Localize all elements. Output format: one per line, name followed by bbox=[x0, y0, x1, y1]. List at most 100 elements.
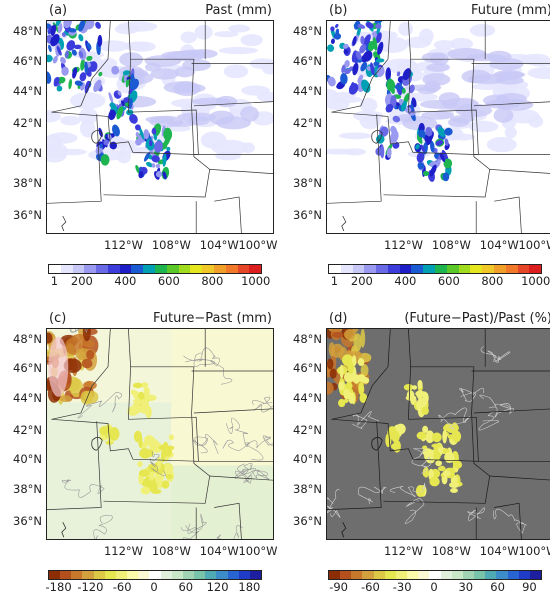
latitude-label: 42°N bbox=[13, 115, 42, 130]
precip-area bbox=[333, 32, 342, 40]
colorbar-label: 400 bbox=[114, 274, 137, 288]
precip-area bbox=[344, 68, 351, 75]
colorbar-swatch bbox=[423, 265, 436, 273]
colorbar-swatch bbox=[458, 265, 471, 273]
precip-area bbox=[366, 65, 372, 71]
state-boundary-line bbox=[494, 196, 522, 233]
precip-area bbox=[53, 76, 60, 87]
colorbar-swatch bbox=[60, 571, 72, 579]
colorbar-swatch bbox=[60, 265, 73, 273]
colorbar-label: 400 bbox=[394, 274, 417, 288]
colorbar-swatch bbox=[205, 571, 217, 579]
colorbar-swatch bbox=[440, 571, 452, 579]
precip-area bbox=[327, 76, 336, 87]
colorbar-label: 1 bbox=[50, 274, 59, 288]
precip-area bbox=[372, 37, 378, 51]
state-boundaries bbox=[47, 21, 273, 233]
precip-area bbox=[163, 81, 200, 94]
precip-area bbox=[420, 144, 426, 153]
colorbar-swatch bbox=[213, 265, 226, 273]
colorbar-swatch bbox=[529, 265, 542, 273]
panel-title: (Future−Past)/Past (%) bbox=[404, 311, 550, 326]
precip-area bbox=[241, 85, 270, 96]
precip-area bbox=[145, 161, 153, 168]
precip-area bbox=[343, 43, 349, 49]
precip-area bbox=[527, 67, 550, 79]
precip-area bbox=[344, 59, 350, 68]
colorbar-label: -90 bbox=[329, 580, 348, 594]
percent-area bbox=[332, 331, 344, 338]
colorbar-swatch bbox=[72, 265, 85, 273]
state-boundary-line bbox=[103, 475, 273, 504]
percent-area bbox=[411, 385, 418, 390]
state-boundary-line bbox=[331, 366, 490, 477]
colorbar-swatch bbox=[329, 571, 341, 579]
precip-area bbox=[385, 103, 394, 113]
state-boundary-line bbox=[473, 408, 550, 414]
colorbar-swatch bbox=[364, 265, 377, 273]
percent-area bbox=[348, 351, 362, 358]
colorbar-swatch bbox=[149, 571, 161, 579]
precip-area bbox=[493, 70, 524, 80]
percent-area bbox=[359, 393, 368, 404]
colorbar-swatch bbox=[529, 571, 541, 579]
precip-area bbox=[200, 131, 227, 149]
state-boundary-line bbox=[51, 366, 210, 477]
great-salt-lake bbox=[371, 436, 383, 451]
percent-area bbox=[417, 379, 423, 389]
state-boundary-line bbox=[51, 58, 210, 170]
difference-area bbox=[109, 427, 120, 441]
contour-line bbox=[222, 439, 264, 461]
contour-line bbox=[480, 345, 511, 363]
state-boundary-line bbox=[47, 421, 102, 510]
longitude-label: 112°W bbox=[103, 544, 144, 558]
colorbar-swatch bbox=[387, 265, 400, 273]
difference-area bbox=[82, 329, 91, 342]
precip-area bbox=[60, 56, 66, 64]
colorbar-swatch bbox=[182, 571, 195, 579]
colorbar-swatch bbox=[518, 571, 530, 579]
precip-area bbox=[375, 32, 382, 44]
precip-area bbox=[152, 127, 157, 135]
longitude-label: 112°W bbox=[103, 238, 144, 252]
precip-area bbox=[84, 80, 90, 94]
percent-area bbox=[338, 398, 346, 408]
precip-area bbox=[461, 69, 491, 84]
difference-area bbox=[138, 469, 150, 477]
panel-title: Future−Past (mm) bbox=[153, 311, 272, 326]
state-boundary-line bbox=[331, 21, 391, 113]
precip-area bbox=[120, 100, 125, 107]
colorbar-swatch bbox=[470, 265, 483, 273]
precip-area bbox=[93, 79, 102, 92]
precip-area bbox=[72, 67, 78, 79]
panel-title: Past (mm) bbox=[205, 3, 272, 18]
precip-area bbox=[327, 44, 335, 52]
state-boundaries bbox=[327, 21, 550, 233]
precip-area bbox=[99, 143, 103, 149]
colorbar-swatch bbox=[115, 571, 128, 579]
precip-area bbox=[129, 78, 136, 90]
precip-area bbox=[386, 147, 392, 159]
percent-area bbox=[338, 381, 345, 391]
precip-area bbox=[486, 136, 517, 153]
colorbar-swatch bbox=[474, 571, 486, 579]
colorbar-label: 30 bbox=[458, 580, 474, 594]
state-boundary-line bbox=[214, 196, 242, 233]
precip-area bbox=[143, 152, 150, 162]
longitude-label: 112°W bbox=[383, 238, 424, 252]
colorbar-swatch bbox=[143, 265, 156, 273]
precip-area bbox=[362, 50, 373, 62]
map-canvas bbox=[327, 21, 550, 233]
colorbar-swatch bbox=[82, 571, 94, 579]
colorbar-swatch bbox=[237, 265, 250, 273]
precip-area bbox=[435, 140, 444, 146]
percent-area bbox=[343, 398, 349, 404]
precip-area bbox=[377, 36, 408, 53]
precip-area bbox=[47, 110, 62, 123]
precip-area bbox=[135, 124, 141, 131]
precip-area bbox=[330, 26, 335, 32]
latitude-label: 38°N bbox=[13, 175, 42, 190]
precip-area bbox=[370, 62, 375, 76]
difference-area bbox=[132, 382, 143, 389]
precip-area bbox=[504, 126, 517, 139]
